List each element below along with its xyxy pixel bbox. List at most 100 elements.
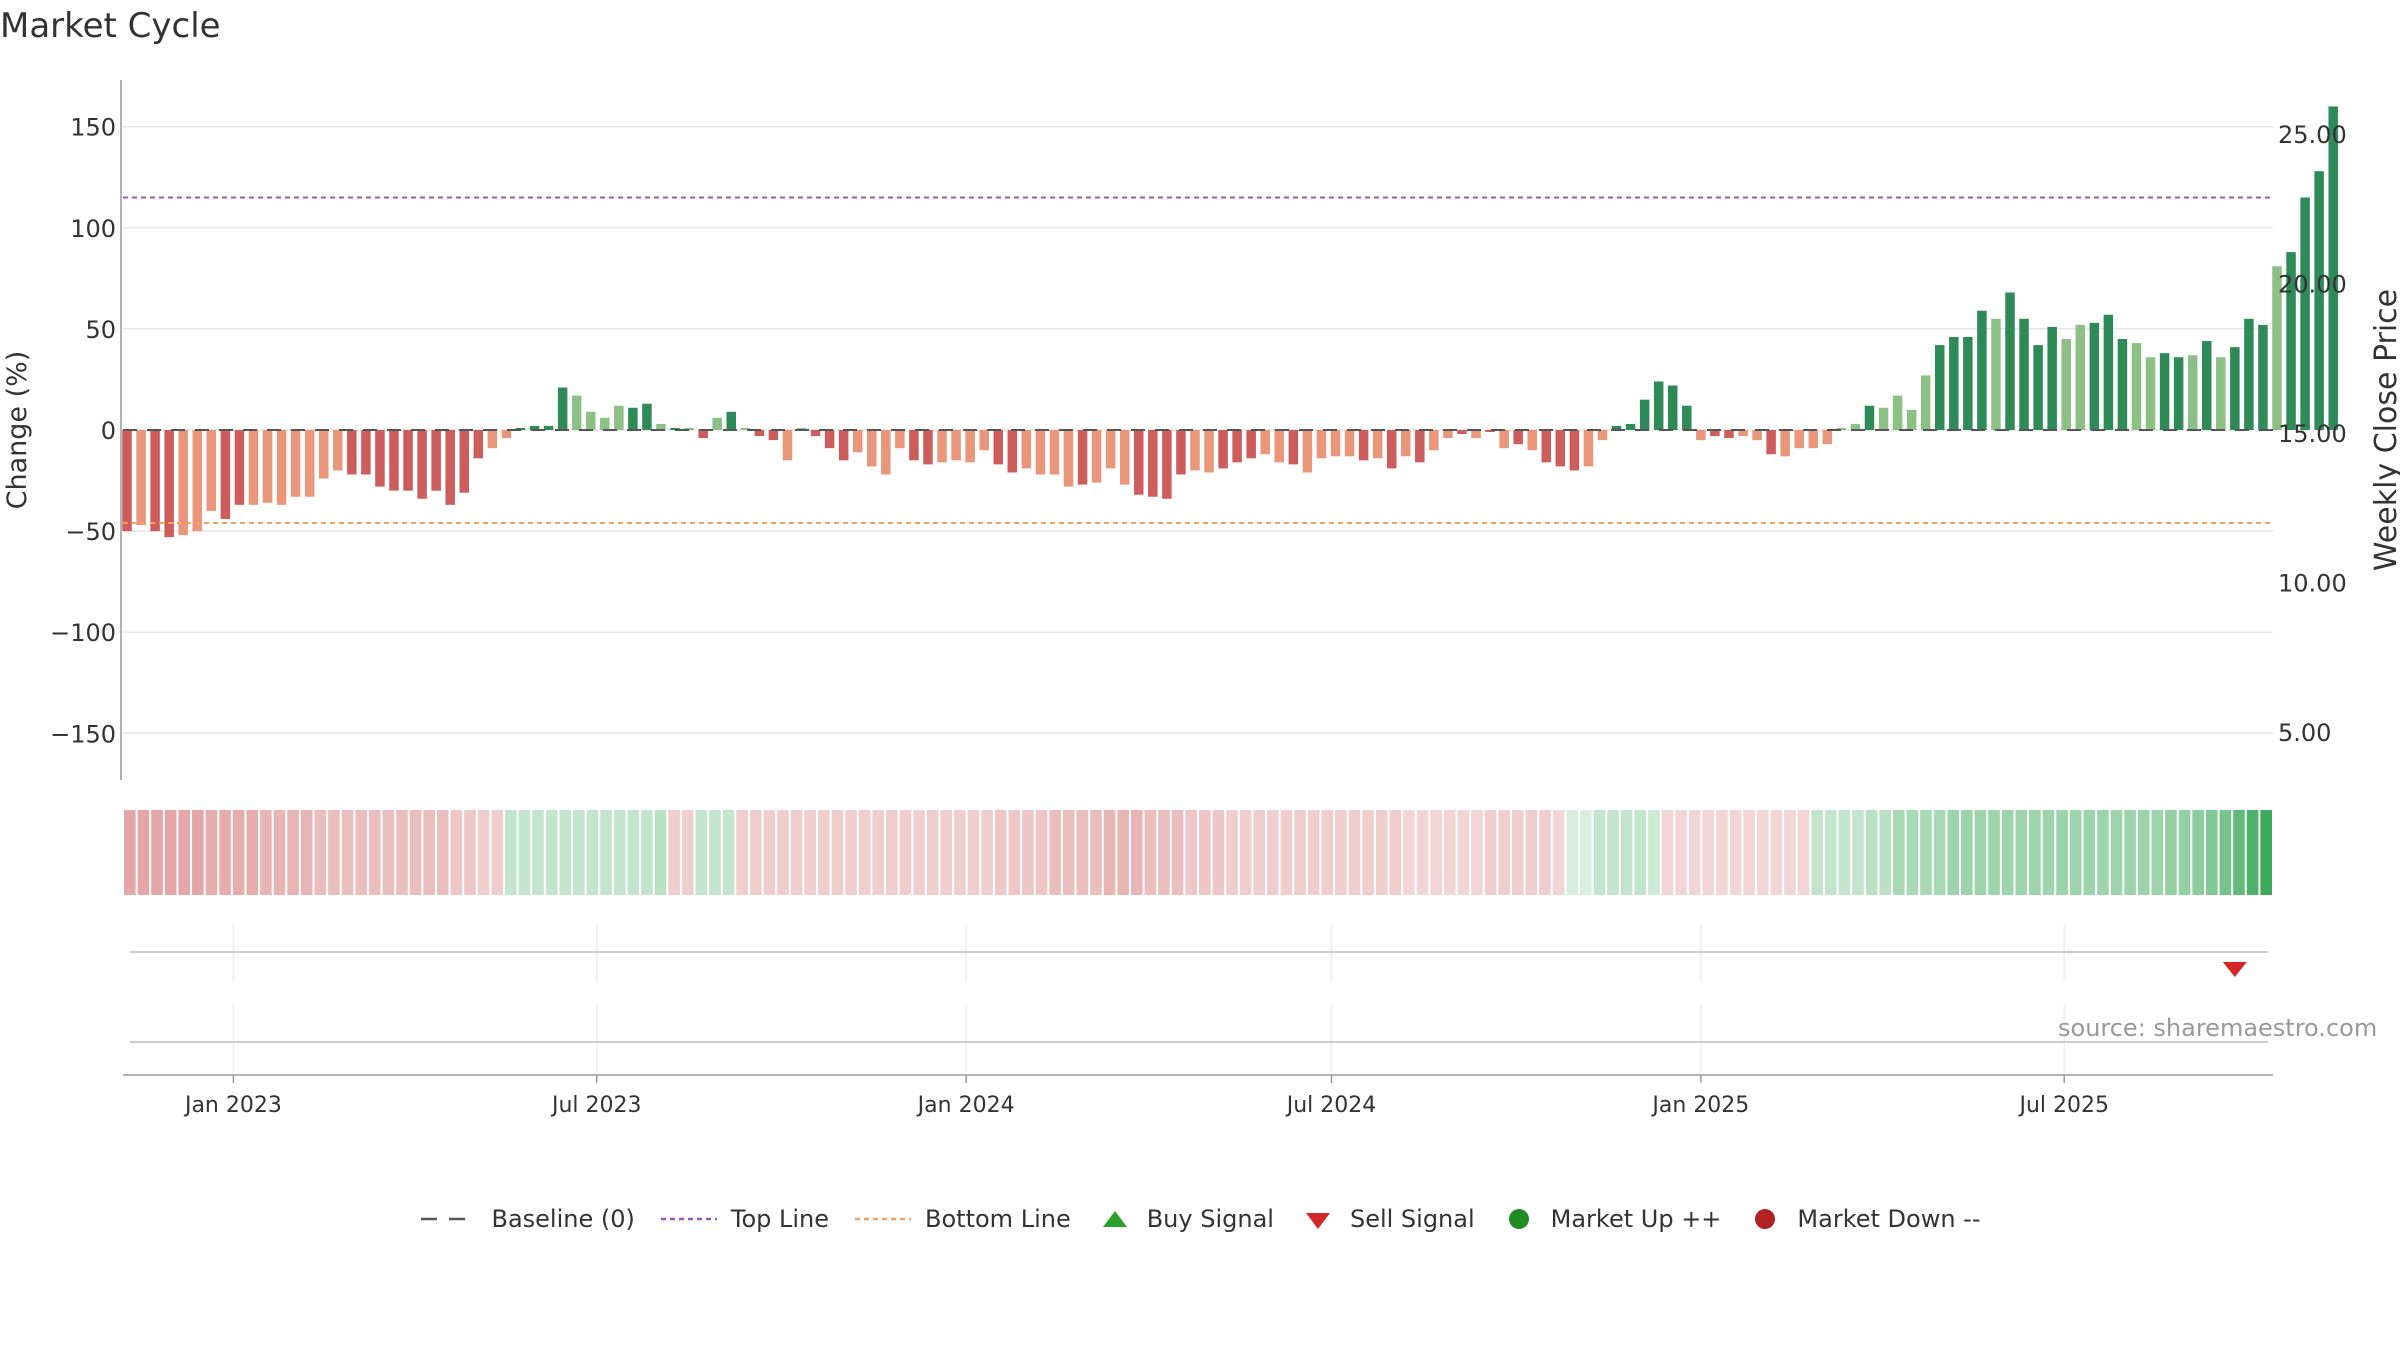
chart-bar	[2019, 318, 2029, 430]
heatmap-cell	[559, 810, 572, 895]
heatmap-cell	[1620, 810, 1633, 895]
chart-bar	[431, 430, 441, 491]
chart-bar	[417, 430, 427, 499]
chart-bar	[1401, 430, 1411, 457]
y-tick-label: −100	[50, 619, 116, 647]
chart-bar	[2103, 314, 2114, 430]
heatmap-cell	[1294, 810, 1306, 895]
heatmap-cell	[273, 810, 286, 895]
chart-bar	[2286, 252, 2296, 430]
heatmap-cell	[2260, 810, 2272, 895]
heatmap-cell	[1403, 810, 1415, 895]
chart-bar	[824, 430, 835, 449]
y2-tick-label: 25.00	[2278, 121, 2347, 149]
heatmap-cell	[1443, 810, 1456, 895]
heatmap-cell	[804, 810, 816, 895]
heatmap-cell	[1580, 810, 1592, 895]
heatmap-cell	[2029, 810, 2041, 895]
heatmap-cell	[1947, 810, 1960, 895]
chart-bar	[529, 425, 540, 430]
x-tick-label: Jan 2023	[183, 1093, 282, 1118]
heatmap-cell	[1253, 810, 1266, 895]
heatmap-cell	[1035, 810, 1048, 895]
legend-item: Market Up ++	[1499, 1205, 1721, 1233]
chart-bar	[1204, 430, 1214, 473]
heatmap-cell	[1892, 810, 1905, 895]
heatmap-cell	[1158, 810, 1170, 895]
chart-bar	[1864, 405, 1875, 430]
chart-bar	[768, 430, 779, 441]
heatmap-cell	[219, 810, 231, 895]
heatmap-cell	[1008, 810, 1021, 895]
heatmap-cell	[382, 810, 395, 895]
chart-bar	[333, 430, 343, 471]
heatmap-cell	[1920, 810, 1932, 895]
heatmap-cell	[246, 810, 259, 895]
chart-bar	[1766, 430, 1776, 455]
heatmap-cell	[423, 810, 435, 895]
heatmap-cell	[2042, 810, 2055, 895]
chart-bar	[1569, 430, 1580, 471]
heatmap-cell	[2137, 810, 2150, 895]
chart-bar	[1176, 430, 1186, 475]
chart-bar	[1991, 318, 2001, 430]
heatmap-cell	[2151, 810, 2164, 895]
heatmap-cell	[1307, 810, 1320, 895]
heatmap-cell	[164, 810, 177, 895]
heatmap-cell	[1729, 810, 1742, 895]
heatmap-cell	[763, 810, 776, 895]
heatmap-cell	[1226, 810, 1238, 895]
heatmap-cell	[2124, 810, 2136, 895]
heatmap-cell	[913, 810, 925, 895]
heatmap-cell	[695, 810, 708, 895]
heatmap-cell	[287, 810, 299, 895]
chart-title: Market Cycle	[0, 6, 221, 46]
heatmap-cell	[845, 810, 857, 895]
chart-bar	[1007, 430, 1018, 473]
chart-bar	[1808, 430, 1819, 449]
chart-bar	[2201, 341, 2212, 430]
heatmap-cell	[872, 810, 885, 895]
heatmap-cell	[2192, 810, 2204, 895]
chart-bar	[2075, 324, 2086, 430]
chart-bar	[1302, 430, 1313, 473]
heatmap-cell	[341, 810, 354, 895]
chart-bar	[1119, 430, 1130, 485]
chart-bar	[234, 430, 245, 505]
chart-bar	[1977, 310, 1987, 430]
legend-item: Bottom Line	[853, 1205, 1071, 1233]
chart-bar	[262, 430, 273, 503]
heatmap-cell	[722, 810, 735, 895]
chart-bar	[1316, 430, 1327, 459]
chart-bar	[614, 405, 624, 430]
heatmap-cell	[1471, 810, 1483, 895]
heatmap-cell	[1335, 810, 1347, 895]
chart-bar	[1878, 407, 1889, 430]
heatmap-cell	[328, 810, 340, 895]
heatmap-cell	[967, 810, 980, 895]
heatmap-cell	[532, 810, 544, 895]
heatmap-cell	[368, 810, 381, 895]
chart-bar	[1190, 430, 1200, 471]
heatmap-cell	[232, 810, 245, 895]
heatmap-cell	[613, 810, 626, 895]
heatmap-cell	[1634, 810, 1647, 895]
chart-bar	[600, 417, 610, 430]
heatmap-cell	[1416, 810, 1429, 895]
heatmap-cell	[790, 810, 803, 895]
heatmap-cell	[355, 810, 367, 895]
heatmap-cell	[545, 810, 558, 895]
heatmap-cell	[858, 810, 871, 895]
chart-bar	[1653, 381, 1664, 430]
heatmap-cell	[654, 810, 667, 895]
heatmap-cell	[736, 810, 748, 895]
heatmap-cell	[151, 810, 163, 895]
legend-label: Top Line	[730, 1205, 830, 1233]
chart-bar	[1499, 430, 1509, 449]
heatmap-cell	[1974, 810, 1987, 895]
heatmap-cell	[2015, 810, 2028, 895]
chart-bar	[1148, 430, 1158, 497]
chart-bar	[2117, 339, 2128, 430]
chart-bar	[501, 430, 512, 439]
heatmap-cell	[137, 810, 150, 895]
